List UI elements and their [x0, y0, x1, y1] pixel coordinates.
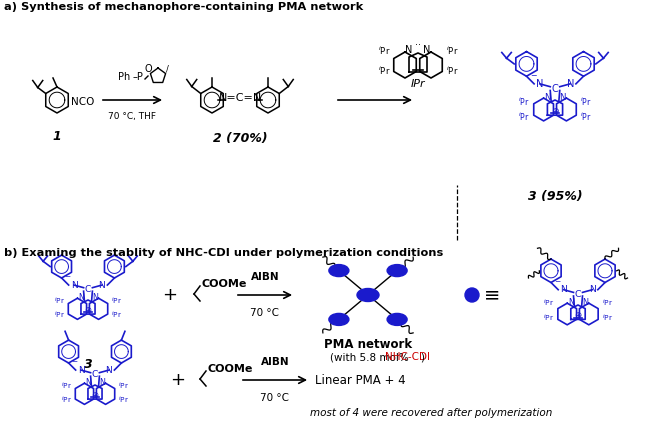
Text: −: −	[554, 279, 561, 285]
Text: 70 °C: 70 °C	[251, 308, 280, 318]
Text: ··: ··	[415, 40, 421, 50]
Text: −: −	[72, 359, 78, 365]
Text: b) Examing the stablity of NHC-CDI under polymerization conditions: b) Examing the stablity of NHC-CDI under…	[4, 248, 443, 258]
Text: $^i$Pr: $^i$Pr	[519, 96, 530, 108]
Text: N: N	[70, 281, 78, 290]
Circle shape	[465, 288, 479, 302]
Text: $^i$Pr: $^i$Pr	[118, 381, 129, 392]
Text: N: N	[78, 293, 84, 302]
Text: –P: –P	[133, 72, 144, 82]
Text: $^i$Pr: $^i$Pr	[54, 296, 65, 308]
Text: $^i$Pr: $^i$Pr	[580, 96, 592, 108]
Text: $^i$Pr: $^i$Pr	[601, 312, 613, 324]
Ellipse shape	[357, 289, 379, 301]
Text: 1: 1	[53, 130, 61, 143]
Text: N: N	[559, 93, 566, 102]
Ellipse shape	[387, 313, 407, 326]
Text: /: /	[166, 64, 169, 73]
Text: N: N	[536, 79, 544, 89]
Text: C: C	[85, 285, 91, 294]
Text: $^i$Pr: $^i$Pr	[111, 310, 122, 322]
Text: $^i$Pr: $^i$Pr	[61, 395, 72, 407]
Text: $^i$Pr: $^i$Pr	[580, 111, 592, 123]
Text: N: N	[560, 285, 567, 294]
Text: N: N	[589, 285, 595, 294]
Text: $^i$Pr: $^i$Pr	[543, 298, 555, 309]
Text: N: N	[99, 281, 105, 290]
Text: AIBN: AIBN	[261, 357, 290, 367]
Text: 3 (95%): 3 (95%)	[528, 190, 582, 203]
Text: N: N	[99, 378, 105, 387]
Text: O: O	[144, 64, 152, 74]
Text: IPr: IPr	[411, 79, 425, 89]
Text: N: N	[106, 366, 113, 374]
Text: C: C	[574, 290, 581, 299]
Ellipse shape	[329, 313, 349, 326]
Text: N: N	[567, 79, 574, 89]
Ellipse shape	[329, 264, 349, 277]
Text: +: +	[170, 371, 186, 389]
Text: PMA network: PMA network	[324, 338, 412, 351]
Text: Ph: Ph	[118, 72, 130, 82]
Text: $^i$Pr: $^i$Pr	[446, 44, 459, 57]
Text: N: N	[423, 45, 431, 55]
Text: $^i$Pr: $^i$Pr	[446, 65, 459, 77]
Text: a) Synthesis of mechanophore-containing PMA network: a) Synthesis of mechanophore-containing …	[4, 2, 363, 12]
Text: ): )	[420, 352, 424, 362]
Text: N: N	[544, 93, 551, 102]
Text: −: −	[530, 71, 536, 80]
Text: C: C	[551, 84, 559, 94]
Text: 70 °C: 70 °C	[261, 393, 290, 403]
Text: $^i$Pr: $^i$Pr	[601, 298, 613, 309]
Text: N=C=N: N=C=N	[218, 93, 262, 103]
Text: COOMe: COOMe	[208, 364, 253, 374]
Text: ⊕: ⊕	[91, 391, 99, 400]
Text: $^i$Pr: $^i$Pr	[118, 395, 129, 407]
Text: N: N	[405, 45, 413, 55]
Text: N: N	[582, 298, 588, 307]
Text: $^i$Pr: $^i$Pr	[519, 111, 530, 123]
Text: ⊕: ⊕	[84, 306, 91, 315]
Text: $^i$Pr: $^i$Pr	[543, 312, 555, 324]
Text: $^i$Pr: $^i$Pr	[61, 381, 72, 392]
Text: C: C	[92, 370, 98, 379]
Text: N: N	[92, 293, 98, 302]
Text: ≡: ≡	[484, 286, 500, 304]
Text: 2 (70%): 2 (70%)	[213, 132, 267, 145]
Text: 70 °C, THF: 70 °C, THF	[108, 112, 156, 121]
Text: most of 4 were recovered after polymerization: most of 4 were recovered after polymeriz…	[310, 408, 552, 418]
Text: N: N	[78, 366, 84, 374]
Text: N: N	[568, 298, 574, 307]
Ellipse shape	[387, 264, 407, 277]
Text: $^i$Pr: $^i$Pr	[378, 65, 390, 77]
Text: 3: 3	[84, 358, 92, 371]
Text: $^i$Pr: $^i$Pr	[378, 44, 390, 57]
Text: ⊕: ⊕	[551, 107, 559, 116]
Text: $^i$Pr: $^i$Pr	[54, 310, 65, 322]
Text: +: +	[163, 286, 178, 304]
Text: ⊕: ⊕	[574, 312, 582, 320]
Text: −: −	[64, 274, 70, 280]
Text: AIBN: AIBN	[251, 272, 279, 282]
Text: $^i$Pr: $^i$Pr	[111, 296, 122, 308]
Text: Linear PMA + 4: Linear PMA + 4	[315, 374, 405, 386]
Text: COOMe: COOMe	[202, 279, 247, 289]
Text: NHC-CDI: NHC-CDI	[385, 352, 430, 362]
Text: NCO: NCO	[71, 97, 94, 107]
Text: (with 5.8 mol%: (with 5.8 mol%	[330, 352, 412, 362]
Text: N: N	[85, 378, 91, 387]
